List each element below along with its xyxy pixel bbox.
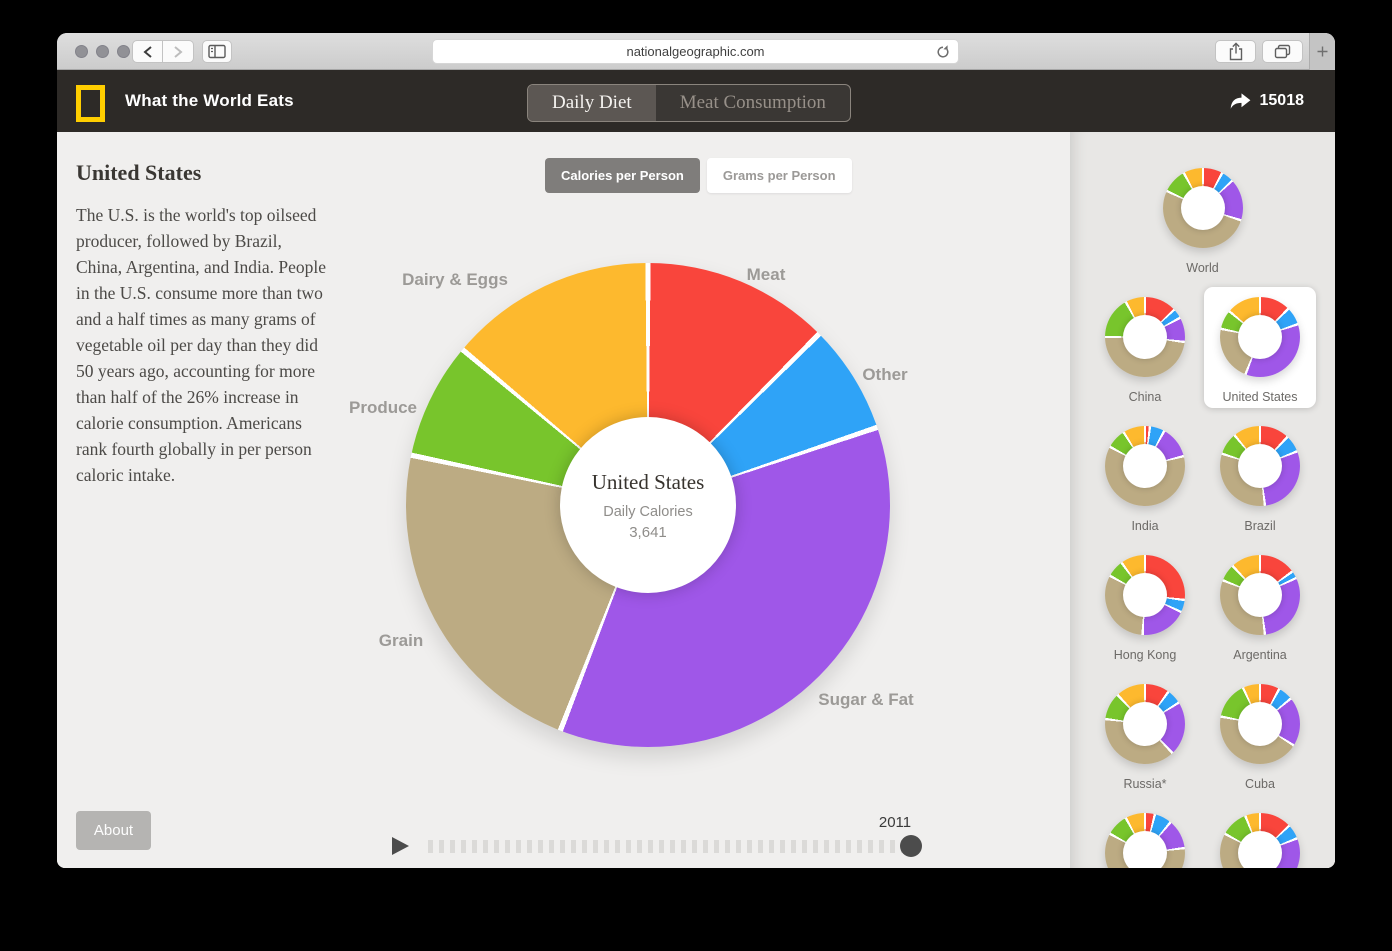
nav-buttons: [132, 40, 194, 63]
plus-icon: [1317, 46, 1328, 57]
country-sidebar: World China United States India Brazil H…: [1070, 132, 1335, 868]
segment-label-sugar-fat: Sugar & Fat: [818, 690, 914, 709]
sidebar-item-argentina[interactable]: Argentina: [1204, 545, 1316, 666]
grams-per-person-button[interactable]: Grams per Person: [706, 158, 852, 193]
sidebar-item-cuba[interactable]: Cuba: [1204, 674, 1316, 795]
sidebar-item-india[interactable]: India: [1089, 416, 1201, 537]
share-button[interactable]: [1215, 40, 1256, 63]
share-arrow-icon: [1230, 93, 1250, 109]
country-thumb-donut: [1105, 426, 1185, 506]
address-bar[interactable]: nationalgeographic.com: [432, 39, 959, 64]
tab-meat-consumption[interactable]: Meat Consumption: [679, 92, 826, 113]
segment-label-dairy-eggs: Dairy & Eggs: [402, 270, 508, 289]
calories-per-person-button[interactable]: Calories per Person: [545, 158, 700, 193]
new-tab-button[interactable]: [1309, 33, 1335, 70]
sidebar-row: [1070, 803, 1335, 868]
close-window-icon[interactable]: [75, 45, 88, 58]
country-thumb-donut: [1220, 555, 1300, 635]
forward-chevron-icon: [174, 45, 183, 58]
country-description: The U.S. is the world's top oilseed prod…: [76, 205, 326, 485]
about-button[interactable]: About: [76, 811, 151, 850]
country-thumb-label: Cuba: [1245, 777, 1275, 791]
country-thumb-label: India: [1131, 519, 1159, 533]
zoom-window-icon[interactable]: [117, 45, 130, 58]
donut-center: United States Daily Calories 3,641: [560, 417, 736, 593]
country-thumb-donut: [1105, 555, 1185, 635]
share-count-value: 15018: [1259, 92, 1305, 109]
tabs-icon: [1274, 44, 1291, 59]
back-chevron-icon: [142, 45, 152, 58]
sidebar-row: Hong Kong Argentina: [1070, 545, 1335, 666]
country-thumb-donut: [1220, 297, 1300, 377]
tab-daily-diet[interactable]: Daily Diet: [528, 85, 656, 121]
browser-toolbar: nationalgeographic.com: [57, 33, 1335, 70]
country-thumb-donut: [1220, 813, 1300, 868]
country-thumb-label: Hong Kong: [1113, 648, 1177, 662]
tab-overview-button[interactable]: [1262, 40, 1303, 63]
segment-label-grain: Grain: [378, 631, 424, 650]
country-thumb-label: Russia*: [1123, 777, 1167, 791]
reload-icon: [937, 45, 949, 58]
timeline-handle[interactable]: [900, 835, 922, 857]
address-bar-url: nationalgeographic.com: [626, 44, 765, 59]
daily-diet-donut-chart[interactable]: United States Daily Calories 3,641: [406, 263, 890, 747]
view-tabs: Daily Diet Meat Consumption: [527, 84, 851, 122]
page-content: United States The U.S. is the world's to…: [57, 132, 1335, 868]
chart-area: United States The U.S. is the world's to…: [57, 132, 1070, 868]
sidebar-item-united-states[interactable]: United States: [1204, 287, 1316, 408]
country-info-panel: United States The U.S. is the world's to…: [76, 160, 332, 488]
natgeo-logo-icon: [76, 85, 105, 122]
back-button[interactable]: [132, 40, 163, 63]
sidebar-item-russia[interactable]: Russia*: [1089, 674, 1201, 795]
country-thumb-donut: [1105, 813, 1185, 868]
minimize-window-icon[interactable]: [96, 45, 109, 58]
sidebar-grid: World China United States India Brazil H…: [1070, 158, 1335, 868]
sidebar-item-hong-kong[interactable]: Hong Kong: [1089, 545, 1201, 666]
timeline-year: 2011: [878, 814, 912, 831]
reload-button[interactable]: [935, 44, 951, 60]
country-thumb-donut: [1220, 426, 1300, 506]
country-thumb-label: Argentina: [1233, 648, 1287, 662]
sidebar-item-world[interactable]: World: [1147, 158, 1259, 279]
app-header: What the World Eats Daily Diet Meat Cons…: [57, 70, 1335, 132]
app-title: What the World Eats: [125, 91, 294, 110]
sidebar-item-partial[interactable]: [1089, 803, 1201, 868]
forward-button[interactable]: [163, 40, 194, 63]
play-button[interactable]: [392, 837, 409, 855]
share-count[interactable]: 15018: [1230, 70, 1305, 132]
sidebar-item-partial[interactable]: [1204, 803, 1316, 868]
browser-window: nationalgeographic.com: [57, 33, 1335, 868]
sidebar-toggle-button[interactable]: [202, 40, 232, 63]
sidebar-icon: [208, 44, 226, 59]
traffic-lights: [75, 45, 130, 58]
country-title: United States: [76, 160, 202, 185]
country-thumb-donut: [1162, 168, 1243, 248]
sidebar-row: China United States: [1070, 287, 1335, 408]
country-thumb-label: China: [1128, 390, 1162, 404]
timeline-track[interactable]: [428, 840, 908, 853]
sidebar-item-brazil[interactable]: Brazil: [1204, 416, 1316, 537]
country-thumb-donut: [1105, 684, 1185, 764]
segment-label-produce: Produce: [348, 398, 418, 417]
country-thumb-donut: [1220, 684, 1300, 764]
sidebar-row: Russia* Cuba: [1070, 674, 1335, 795]
sidebar-item-china[interactable]: China: [1089, 287, 1201, 408]
sidebar-row: World: [1070, 158, 1335, 279]
segment-label-meat: Meat: [746, 265, 786, 284]
country-thumb-label: United States: [1222, 390, 1298, 404]
country-thumb-label: Brazil: [1244, 519, 1276, 533]
sidebar-row: India Brazil: [1070, 416, 1335, 537]
country-thumb-donut: [1105, 297, 1185, 377]
unit-toggle: Calories per Person Grams per Person: [545, 158, 852, 193]
donut-center-value: 3,641: [629, 523, 667, 541]
country-thumb-label: World: [1186, 261, 1219, 275]
share-icon: [1229, 42, 1242, 61]
donut-center-subtitle: Daily Calories: [603, 503, 693, 520]
segment-label-other: Other: [862, 365, 908, 384]
donut-center-country: United States: [591, 469, 705, 494]
